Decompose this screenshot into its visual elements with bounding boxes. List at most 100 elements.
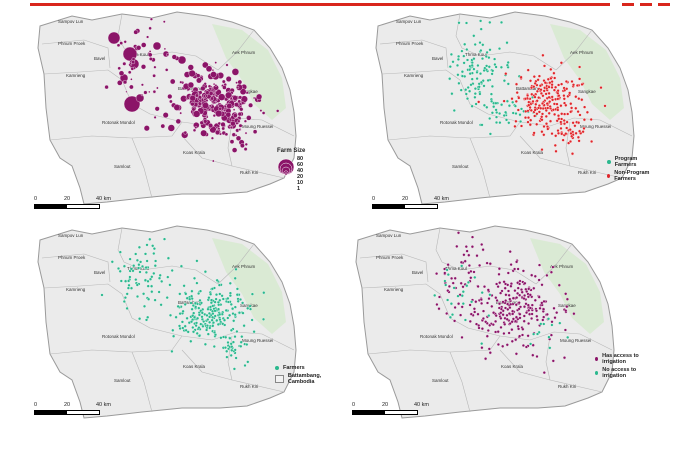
farmer-point xyxy=(216,322,220,326)
non-program-farmer-point xyxy=(548,119,553,123)
non-program-farmer-point xyxy=(548,81,552,85)
district-label: Kamrieng xyxy=(404,73,424,78)
farmer-point xyxy=(197,334,202,338)
farmer-point xyxy=(190,294,194,298)
program-farmer-point xyxy=(485,105,489,109)
farmer-point xyxy=(217,303,221,307)
irrigated-farm-point xyxy=(530,316,534,321)
district-boundary xyxy=(449,351,471,413)
farmer-point xyxy=(250,318,254,322)
farm-point xyxy=(147,52,153,58)
farmer-point xyxy=(153,298,157,302)
farm-point xyxy=(208,104,212,108)
farm-point xyxy=(143,125,150,132)
program-farmer-point xyxy=(505,99,509,103)
non-program-farmer-point xyxy=(539,106,543,110)
non-program-farmer-point xyxy=(533,108,537,112)
district-label: Kamrieng xyxy=(66,73,86,78)
non-program-farmer-point xyxy=(541,94,545,98)
farmer-point xyxy=(226,316,230,320)
farmer-point xyxy=(197,313,201,317)
irrigated-farm-point xyxy=(507,312,511,316)
farmer-point xyxy=(146,315,150,319)
district-label: Samlout xyxy=(432,378,449,383)
irrigated-farm-point xyxy=(537,263,542,267)
farmer-point xyxy=(157,290,161,294)
farmer-point xyxy=(186,330,190,334)
farm-point xyxy=(200,85,206,91)
farmer-point xyxy=(209,298,214,302)
district-boundary xyxy=(217,29,255,71)
non-irrigated-farm-point xyxy=(446,273,450,277)
non-program-farmer-point xyxy=(545,86,549,91)
farmer-point xyxy=(165,296,169,300)
farmer-point xyxy=(215,278,219,282)
irrigated-farm-point xyxy=(508,250,512,254)
farmer-point xyxy=(192,276,197,280)
farmer-point xyxy=(158,273,162,277)
irrigated-farm-point xyxy=(481,316,485,321)
legend-label: Farmers xyxy=(283,365,305,371)
non-program-farmer-point xyxy=(585,110,589,114)
farm-point xyxy=(169,78,176,85)
program-farmer-point xyxy=(504,110,508,114)
non-program-farmer-point xyxy=(541,53,545,57)
irrigated-farm-point xyxy=(533,298,537,302)
non-program-farmer-point xyxy=(565,126,569,130)
farm-point xyxy=(117,80,123,86)
irrigated-farm-point xyxy=(523,293,527,298)
irrigated-farm-point xyxy=(465,249,469,253)
irrigated-farm-point xyxy=(477,323,481,328)
irrigated-farm-point xyxy=(549,333,553,337)
non-irrigated-farm-point xyxy=(480,291,484,295)
farmer-point xyxy=(213,314,217,318)
non-program-farmer-point xyxy=(582,126,586,130)
irrigated-farm-point xyxy=(542,307,546,311)
program-farmer-point xyxy=(487,65,491,69)
irrigated-farm-point xyxy=(533,274,537,278)
program-farmer-point xyxy=(473,95,477,99)
irrigated-farm-point xyxy=(462,253,466,257)
district-label: Kamrieng xyxy=(66,287,86,292)
irrigated-farm-point xyxy=(537,278,541,282)
non-program-farmer-point xyxy=(544,114,548,118)
non-program-farmer-point xyxy=(599,86,603,90)
non-irrigated-farm-point xyxy=(548,346,552,350)
farm-point xyxy=(225,76,232,82)
irrigated-farm-point xyxy=(490,304,494,308)
farm-point xyxy=(187,64,194,71)
farmer-point xyxy=(230,348,234,352)
non-program-farmer-point xyxy=(528,123,532,127)
non-program-farmer-point xyxy=(542,133,546,137)
farm-point xyxy=(169,99,173,104)
program-farmer-point xyxy=(460,70,464,74)
farmer-point xyxy=(221,322,225,326)
irrigated-farm-point xyxy=(521,343,525,348)
program-farmer-point xyxy=(448,77,452,81)
farmer-point xyxy=(226,300,230,304)
irrigated-farm-point xyxy=(491,323,495,327)
irrigated-farm-point xyxy=(506,307,510,311)
program-farmer-point xyxy=(456,73,460,77)
non-program-farmer-point xyxy=(550,95,554,99)
farm-point xyxy=(217,121,222,126)
irrigated-farm-point xyxy=(486,328,490,333)
farm-point xyxy=(194,126,198,129)
program-farmer-point xyxy=(456,57,460,61)
irrigated-farm-point xyxy=(516,324,520,328)
farmer-point xyxy=(170,349,174,353)
irrigated-farm-point xyxy=(494,314,498,318)
farmer-point xyxy=(148,277,153,281)
program-farmer-point xyxy=(482,103,486,107)
non-program-farmer-point xyxy=(548,104,552,109)
farm-point xyxy=(202,102,209,109)
non-program-farmer-point xyxy=(580,82,584,86)
program-farmer-point xyxy=(490,99,494,103)
irrigated-farm-point xyxy=(451,281,455,285)
farmer-point xyxy=(190,289,194,293)
farmer-point xyxy=(194,324,198,328)
farmer-point xyxy=(220,294,224,298)
irrigated-farm-point xyxy=(542,299,546,303)
irrigated-farm-point xyxy=(470,245,474,249)
irrigated-farm-point xyxy=(498,281,502,285)
